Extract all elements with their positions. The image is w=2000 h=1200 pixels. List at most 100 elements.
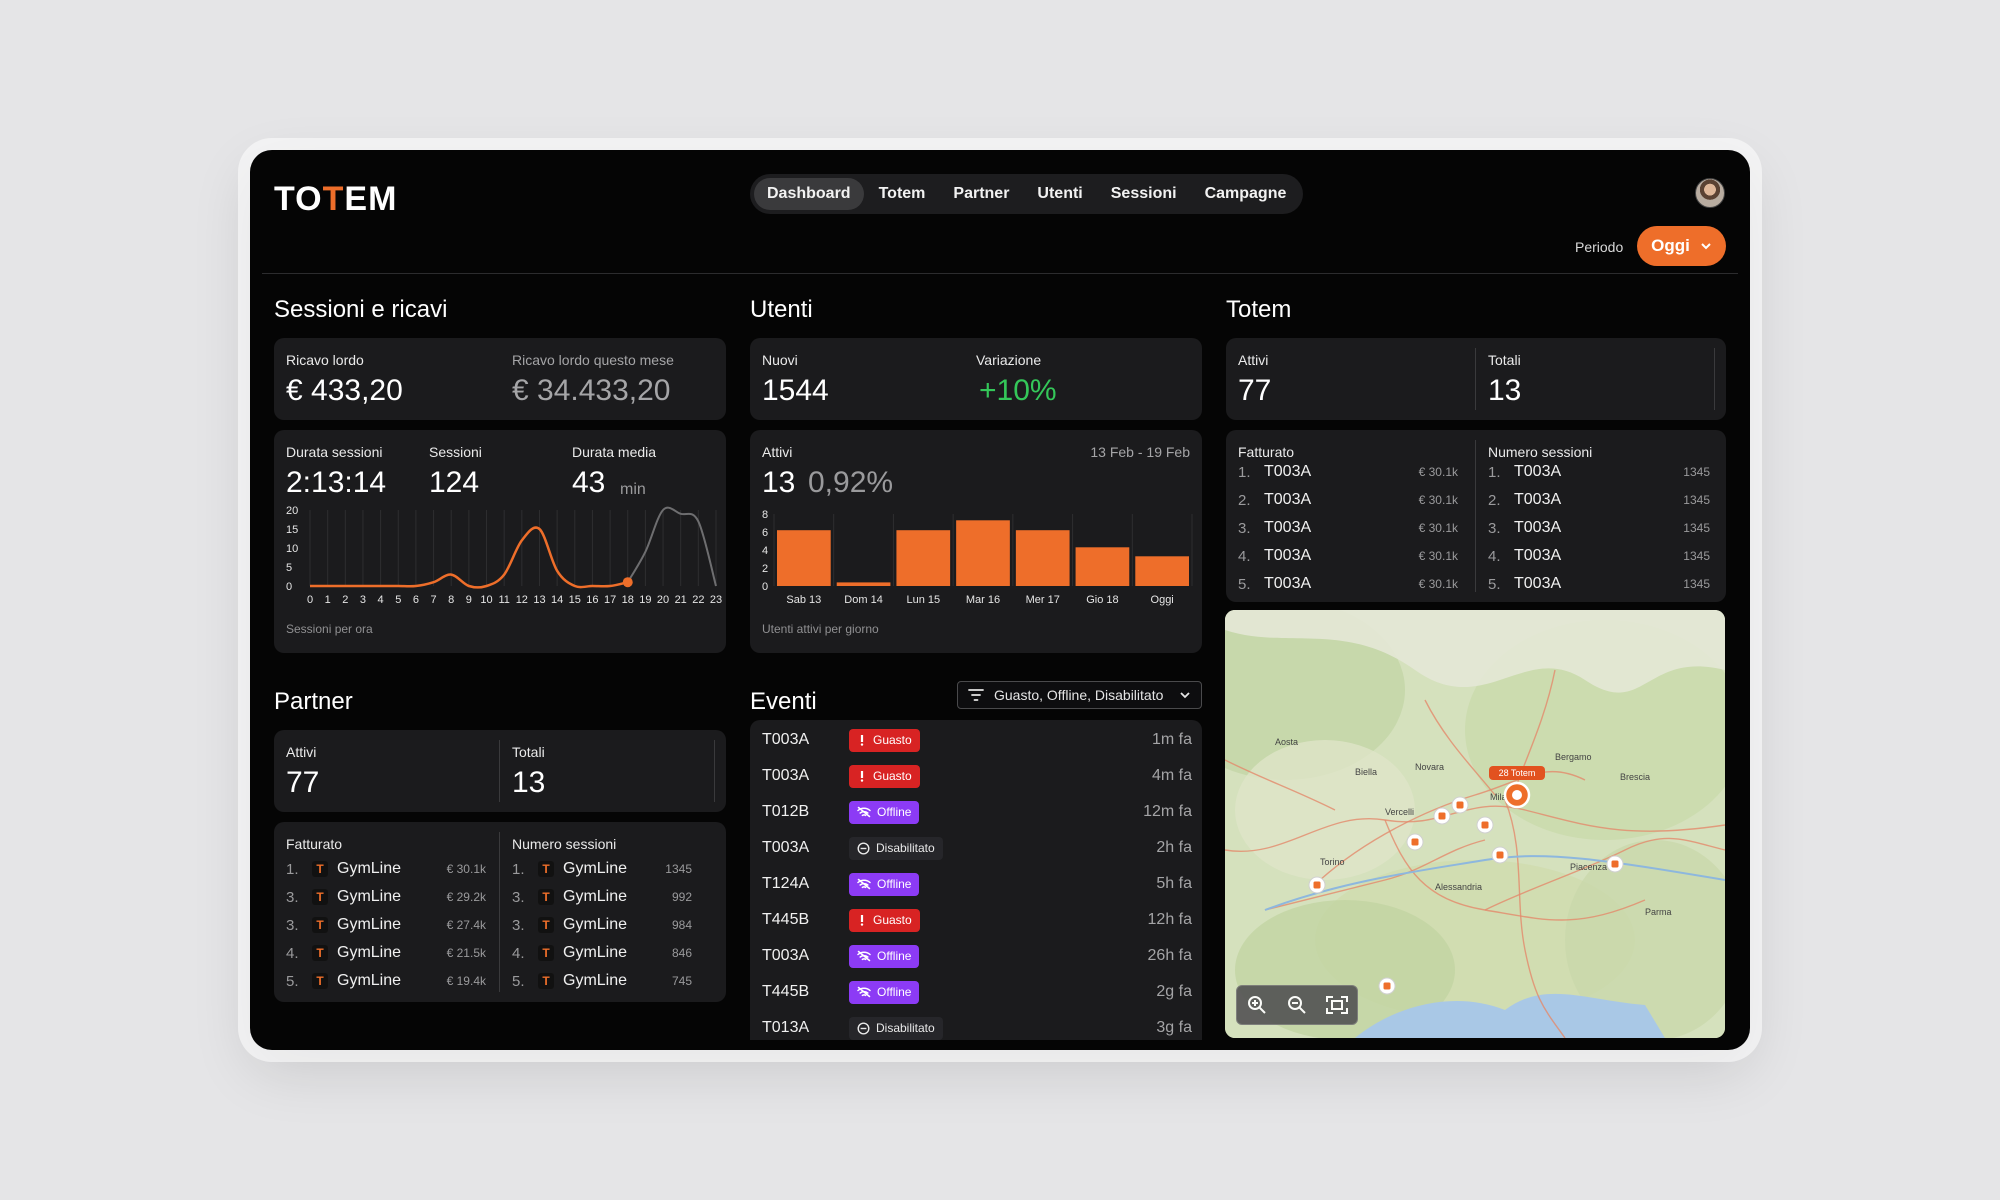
totem-marker[interactable] <box>1406 833 1424 851</box>
partner-rank-row[interactable]: 3. T GymLine € 27.4k <box>286 911 486 939</box>
rank-name: GymLine <box>337 944 402 961</box>
partner-rank-row[interactable]: 3. T GymLine 984 <box>512 911 692 939</box>
totem-marker[interactable] <box>1606 855 1624 873</box>
totem-rank-row[interactable]: 2. T003A 1345 <box>1488 486 1710 514</box>
totem-marker[interactable] <box>1378 977 1396 995</box>
totem-rank-row[interactable]: 3. T003A € 30.1k <box>1238 514 1458 542</box>
totem-rank-row[interactable]: 1. T003A € 30.1k <box>1238 458 1458 486</box>
rank-number: 3. <box>512 916 525 934</box>
rank-name: GymLine <box>563 972 628 989</box>
app-window: TO T EM Dashboard Totem Partner Utenti Session… <box>250 150 1750 1050</box>
event-totem-id: T003A <box>762 767 810 784</box>
event-row[interactable]: T013A Disabilitato 3g fa <box>762 1010 1192 1040</box>
rank-number: 3. <box>1488 519 1501 537</box>
partner-logo-icon: T <box>538 973 554 989</box>
x-tick-label: 5 <box>395 594 401 606</box>
rank-name: T003A <box>1514 547 1562 564</box>
status-badge-label: Disabilitato <box>876 841 935 855</box>
rank-number: 1. <box>1488 463 1501 481</box>
totem-rank-row[interactable]: 5. T003A 1345 <box>1488 570 1710 598</box>
rank-number: 3. <box>286 888 299 906</box>
tab-dashboard[interactable]: Dashboard <box>754 178 864 210</box>
totem-rank-row[interactable]: 3. T003A 1345 <box>1488 514 1710 542</box>
partner-rank-row[interactable]: 1. T GymLine € 30.1k <box>286 855 486 883</box>
period-dropdown[interactable]: Oggi <box>1637 226 1726 266</box>
partner-rank-row[interactable]: 5. T GymLine € 19.4k <box>286 967 486 995</box>
tab-sessioni[interactable]: Sessioni <box>1110 185 1177 202</box>
totem-rank-row[interactable]: 1. T003A 1345 <box>1488 458 1710 486</box>
totem-marker[interactable] <box>1451 796 1469 814</box>
tab-partner[interactable]: Partner <box>953 185 1010 202</box>
totem-marker[interactable] <box>1308 876 1326 894</box>
city-label: Brescia <box>1620 772 1650 782</box>
status-badge: Guasto <box>849 908 920 932</box>
partner-revenue-label: Fatturato <box>286 836 343 852</box>
tab-utenti[interactable]: Utenti <box>1037 185 1083 202</box>
wifi-off-icon <box>857 950 871 962</box>
rank-name: T003A <box>1264 463 1312 480</box>
revenue-card: Ricavo lordo € 433,20 Ricavo lordo quest… <box>274 338 726 420</box>
tab-campagne[interactable]: Campagne <box>1204 185 1287 202</box>
map-canvas[interactable]: Torino Milano Novara Bergamo Brescia Piacenza… <box>1225 610 1725 1038</box>
fit-view-button[interactable] <box>1323 991 1351 1019</box>
totem-rank-row[interactable]: 2. T003A € 30.1k <box>1238 486 1458 514</box>
totem-rank-row[interactable]: 4. T003A € 30.1k <box>1238 542 1458 570</box>
users-per-day-chart: 0 2 4 6 8 Sab 13 Dom 14 Lun 15 Mar 16 Mer 17 Gio 1… <box>762 509 1193 606</box>
bar[interactable] <box>1135 556 1189 586</box>
event-row[interactable]: T124A Offline 5h fa <box>762 866 1192 902</box>
event-row[interactable]: T003A Disabilitato 2h fa <box>762 830 1192 866</box>
totem-map[interactable]: Torino Milano Novara Bergamo Brescia Piacenza… <box>1225 610 1725 1038</box>
partner-logo-icon: T <box>538 917 554 933</box>
app-logo[interactable]: TO T EM <box>274 180 397 219</box>
rank-value: 1345 <box>1683 577 1710 591</box>
partner-rank-row[interactable]: 1. T GymLine 1345 <box>512 855 692 883</box>
bar[interactable] <box>836 582 891 586</box>
partner-sessions-label: Numero sessioni <box>512 836 617 852</box>
zoom-out-button[interactable] <box>1283 991 1311 1019</box>
event-totem-id: T003A <box>762 839 810 856</box>
filter-icon <box>968 689 984 701</box>
totem-marker[interactable] <box>1433 807 1451 825</box>
event-row[interactable]: T012B Offline 12m fa <box>762 794 1192 830</box>
event-time: 12h fa <box>1147 911 1192 928</box>
partner-total-label: Totali <box>512 744 545 760</box>
event-time: 3g fa <box>1156 1019 1192 1036</box>
totem-marker[interactable] <box>1491 846 1509 864</box>
partner-rank-row[interactable]: 3. T GymLine 992 <box>512 883 692 911</box>
divider <box>1475 348 1476 410</box>
event-row[interactable]: T003A Guasto 4m fa <box>762 758 1192 794</box>
partner-rank-row[interactable]: 4. T GymLine 846 <box>512 939 692 967</box>
month-label: Ricavo lordo questo mese <box>512 352 674 368</box>
totem-marker[interactable] <box>1476 816 1494 834</box>
current-hour-point[interactable] <box>622 577 633 588</box>
tab-totem[interactable]: Totem <box>878 185 926 202</box>
x-tick-label: Dom 14 <box>844 594 883 606</box>
event-time: 4m fa <box>1151 767 1192 784</box>
rank-name: GymLine <box>337 972 402 989</box>
event-row[interactable]: T445B Guasto 12h fa <box>762 902 1192 938</box>
bar[interactable] <box>1075 547 1130 586</box>
bar[interactable] <box>777 530 831 586</box>
totem-rank-row[interactable]: 5. T003A € 30.1k <box>1238 570 1458 598</box>
y-tick-label: 0 <box>286 581 292 593</box>
x-tick-label: 4 <box>378 594 384 606</box>
bar[interactable] <box>1015 530 1070 586</box>
event-row[interactable]: T003A Guasto 1m fa <box>762 722 1192 758</box>
rank-value: € 30.1k <box>1418 549 1458 563</box>
logo-text-a: TO <box>274 180 323 218</box>
x-tick-label: 14 <box>551 594 563 606</box>
totem-rank-row[interactable]: 4. T003A 1345 <box>1488 542 1710 570</box>
totem-cluster-marker[interactable]: 28 Totem <box>1489 766 1545 809</box>
partner-rank-row[interactable]: 4. T GymLine € 21.5k <box>286 939 486 967</box>
event-row[interactable]: T445B Offline 2g fa <box>762 974 1192 1010</box>
bar[interactable] <box>956 520 1010 586</box>
event-row[interactable]: T003A Offline 26h fa <box>762 938 1192 974</box>
bar[interactable] <box>896 530 951 586</box>
divider <box>1714 348 1715 410</box>
zoom-in-button[interactable] <box>1243 991 1271 1019</box>
partner-rank-row[interactable]: 3. T GymLine € 29.2k <box>286 883 486 911</box>
events-filter-dropdown[interactable]: Guasto, Offline, Disabilitato <box>957 681 1202 709</box>
avatar[interactable] <box>1695 178 1725 208</box>
rank-value: € 30.1k <box>1418 465 1458 479</box>
partner-rank-row[interactable]: 5. T GymLine 745 <box>512 967 692 995</box>
